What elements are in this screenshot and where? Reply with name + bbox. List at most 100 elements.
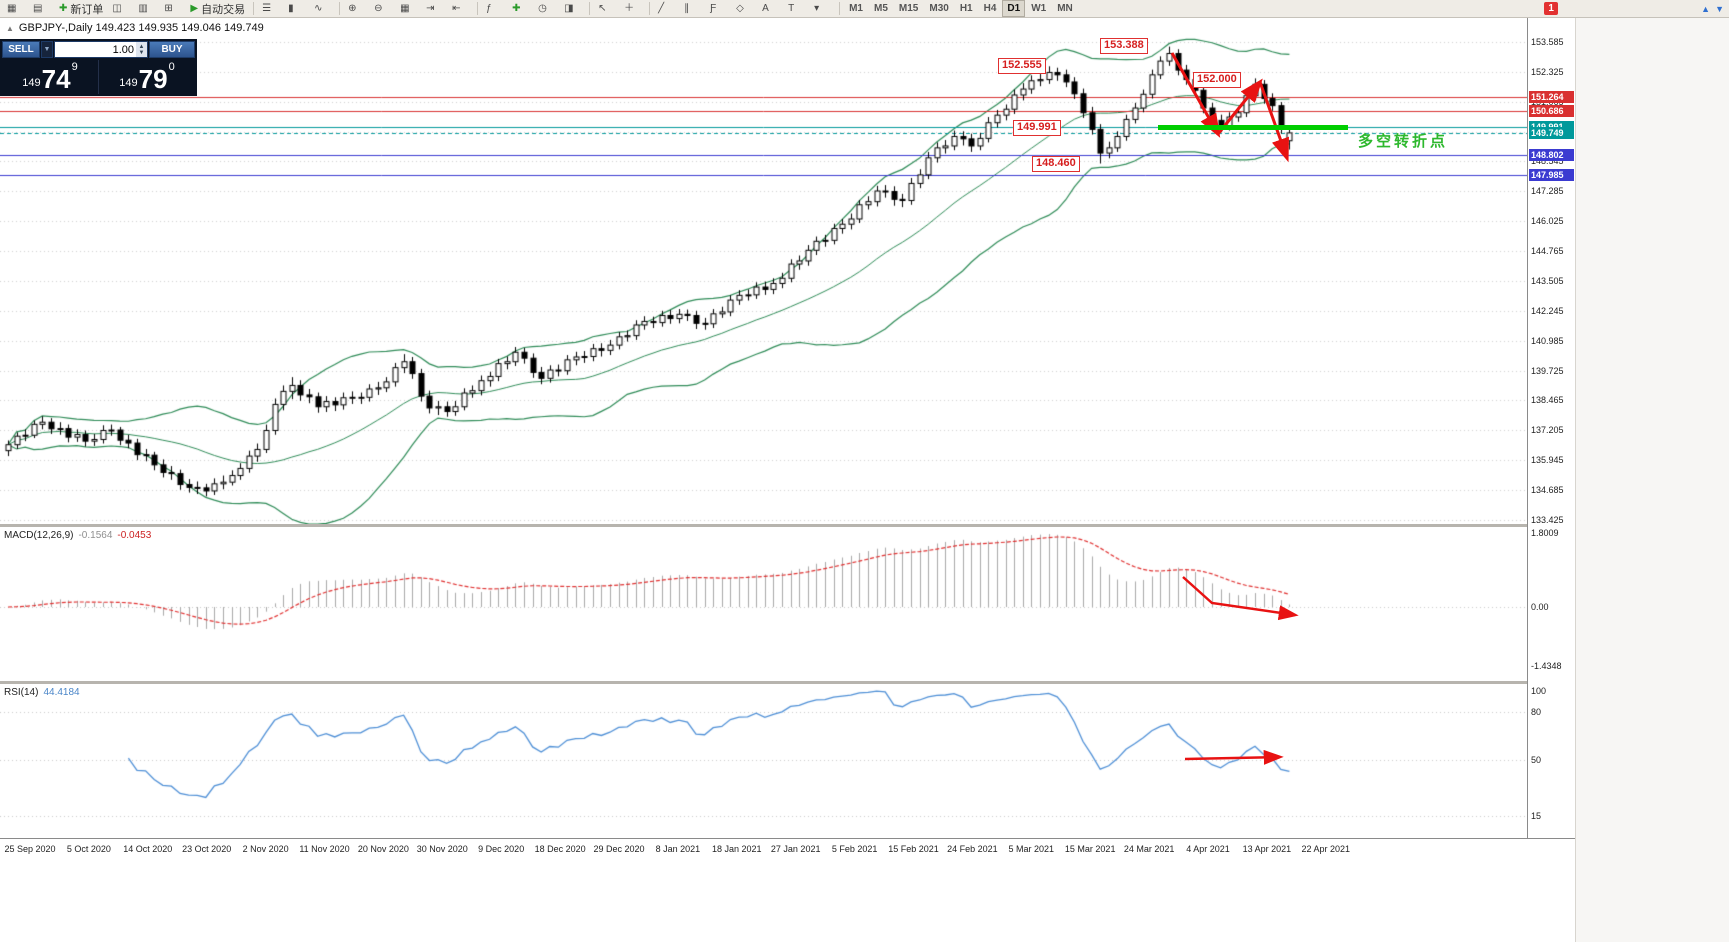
bid-prefix: 149 — [22, 77, 41, 89]
pane-splitter[interactable] — [0, 524, 1575, 527]
sell-dropdown[interactable]: ▼ — [41, 41, 53, 58]
cursor-button[interactable]: ↖ — [594, 0, 619, 18]
data-window-button[interactable]: ▥ — [134, 0, 159, 18]
tile-windows-button[interactable]: ▦ — [396, 0, 421, 18]
templates-icon: ◨ — [564, 2, 574, 14]
drawing-dropdown-button[interactable]: ▾ — [810, 0, 835, 18]
price-callout[interactable]: 149.991 — [1013, 120, 1061, 136]
auto-trading-button[interactable]: ▶ 自动交易 — [186, 0, 249, 18]
zoom-in-button[interactable]: ⊕ — [344, 0, 369, 18]
timeframe-m1[interactable]: M1 — [849, 3, 863, 14]
chart-candles-icon: ▮ — [288, 2, 294, 14]
navigator-icon: ⊞ — [164, 2, 173, 14]
time-tick-label: 27 Jan 2021 — [770, 844, 821, 854]
chart-line-button[interactable]: ∿ — [310, 0, 335, 18]
add-indicator-button[interactable]: ✚ — [508, 0, 533, 18]
timeframe-d1[interactable]: D1 — [1002, 0, 1026, 17]
bid-big: 74 — [41, 64, 71, 94]
timeframe-m30[interactable]: M30 — [929, 3, 949, 14]
market-watch-icon: ◫ — [112, 2, 122, 14]
lot-size-input[interactable] — [55, 42, 136, 57]
toolbar-separator — [253, 2, 255, 15]
pane-splitter[interactable] — [0, 681, 1575, 684]
periods-button[interactable]: ◷ — [534, 0, 559, 18]
price-scale[interactable]: 153.585152.325151.065149.805148.545147.2… — [1527, 18, 1575, 860]
chart-window: 153.585152.325151.065149.805148.545147.2… — [0, 18, 1575, 942]
time-tick-label: 24 Mar 2021 — [1123, 844, 1175, 854]
main-chart-canvas[interactable] — [0, 18, 1527, 524]
spin-up-icon[interactable]: ▲ — [138, 43, 145, 50]
channel-icon: ∥ — [684, 2, 690, 14]
zoom-out-button[interactable]: ⊖ — [370, 0, 395, 18]
price-line-badge: 147.985 — [1529, 169, 1574, 181]
time-tick-label: 5 Feb 2021 — [831, 844, 878, 854]
time-axis[interactable]: 25 Sep 2020 5 Oct 2020 14 Oct 2020 23 Oct 2… — [0, 838, 1575, 860]
timeframe-h1[interactable]: H1 — [959, 3, 973, 14]
toolbar-separator — [339, 2, 341, 15]
rsi-scale-label: 100 — [1531, 686, 1547, 696]
profiles-button[interactable]: ▤ — [29, 0, 54, 18]
auto-scroll-button[interactable]: ⇥ — [422, 0, 447, 18]
macd-label: MACD(12,26,9) -0.1564 -0.0453 — [4, 530, 151, 541]
rsi-pane-canvas[interactable] — [0, 684, 1527, 838]
macd-pane-canvas[interactable] — [0, 527, 1527, 681]
price-callout[interactable]: 152.000 — [1193, 72, 1241, 88]
chart-candles-button[interactable]: ▮ — [284, 0, 309, 18]
toolbar-scroll-down[interactable]: ▼ — [1715, 3, 1724, 14]
bid-price: 149 74 9 — [2, 60, 98, 94]
drawing-dropdown-icon: ▾ — [814, 2, 820, 14]
time-tick-label: 11 Nov 2020 — [299, 844, 350, 854]
timeframe-h4[interactable]: H4 — [983, 3, 997, 14]
toolbar-separator — [839, 2, 841, 15]
turning-point-note[interactable]: 多空转折点 — [1358, 133, 1449, 150]
price-tick-label: 138.465 — [1531, 395, 1564, 405]
toolbar-scroll-up[interactable]: ▲ — [1701, 3, 1711, 14]
time-tick-label: 23 Oct 2020 — [182, 844, 232, 854]
rsi-name: RSI(14) — [4, 687, 39, 698]
time-tick-label: 5 Mar 2021 — [1008, 844, 1055, 854]
timeframe-m15[interactable]: M15 — [898, 3, 919, 14]
trendline-button[interactable]: ╱ — [654, 0, 679, 18]
channel-button[interactable]: ∥ — [680, 0, 705, 18]
price-callout[interactable]: 148.460 — [1032, 156, 1080, 172]
new-chart-button[interactable]: ▦ — [3, 0, 28, 18]
price-line-badge: 148.802 — [1529, 149, 1574, 161]
indicators-button[interactable]: ƒ — [482, 0, 507, 18]
rsi-scale-label: 50 — [1531, 755, 1542, 765]
price-callout[interactable]: 153.388 — [1100, 38, 1148, 54]
timeframe-mn[interactable]: MN — [1057, 3, 1073, 14]
macd-value-main: -0.1564 — [78, 530, 113, 541]
market-watch-button[interactable]: ◫ — [108, 0, 133, 18]
chart-title-text: GBPJPY-,Daily 149.423 149.935 149.046 14… — [18, 22, 264, 34]
toolbar-separator — [477, 2, 479, 15]
alert-badge[interactable]: 1 — [1544, 2, 1559, 15]
chart-bars-button[interactable]: ☰ — [258, 0, 283, 18]
text-label-button[interactable]: A — [758, 0, 783, 18]
price-tick-label: 139.725 — [1531, 366, 1564, 376]
fibonacci-button[interactable]: Ƒ — [706, 0, 731, 18]
chart-shift-button[interactable]: ⇤ — [448, 0, 473, 18]
price-tick-label: 148.545 — [1531, 156, 1564, 166]
navigator-button[interactable]: ⊞ — [160, 0, 185, 18]
sell-button[interactable]: SELL — [2, 41, 40, 58]
shapes-button[interactable]: ◇ — [732, 0, 757, 18]
one-click-trading-panel: SELL ▼ ▲ ▼ BUY 149 74 9 149 — [0, 39, 197, 96]
price-callout[interactable]: 152.555 — [998, 58, 1046, 74]
chart-title: ▲ GBPJPY-,Daily 149.423 149.935 149.046 … — [6, 22, 264, 34]
support-line[interactable] — [1158, 125, 1348, 130]
indicators-icon: ƒ — [486, 2, 492, 14]
price-tick-label: 140.985 — [1531, 336, 1564, 346]
buy-button[interactable]: BUY — [149, 41, 195, 58]
arrow-tool-button[interactable]: T — [784, 0, 809, 18]
new-order-button[interactable]: ✚ 新订单 — [55, 0, 107, 18]
time-tick-label: 25 Sep 2020 — [4, 844, 56, 854]
crosshair-button[interactable]: ＋ — [620, 0, 645, 18]
templates-button[interactable]: ◨ — [560, 0, 585, 18]
timeframe-m5[interactable]: M5 — [874, 3, 888, 14]
symbol-icon: ▲ — [6, 23, 14, 33]
lot-spinner[interactable]: ▲ ▼ — [136, 42, 147, 57]
data-window-icon: ▥ — [138, 2, 148, 14]
profiles-icon: ▤ — [33, 2, 43, 14]
timeframe-w1[interactable]: W1 — [1031, 3, 1047, 14]
spin-down-icon[interactable]: ▼ — [138, 49, 145, 56]
